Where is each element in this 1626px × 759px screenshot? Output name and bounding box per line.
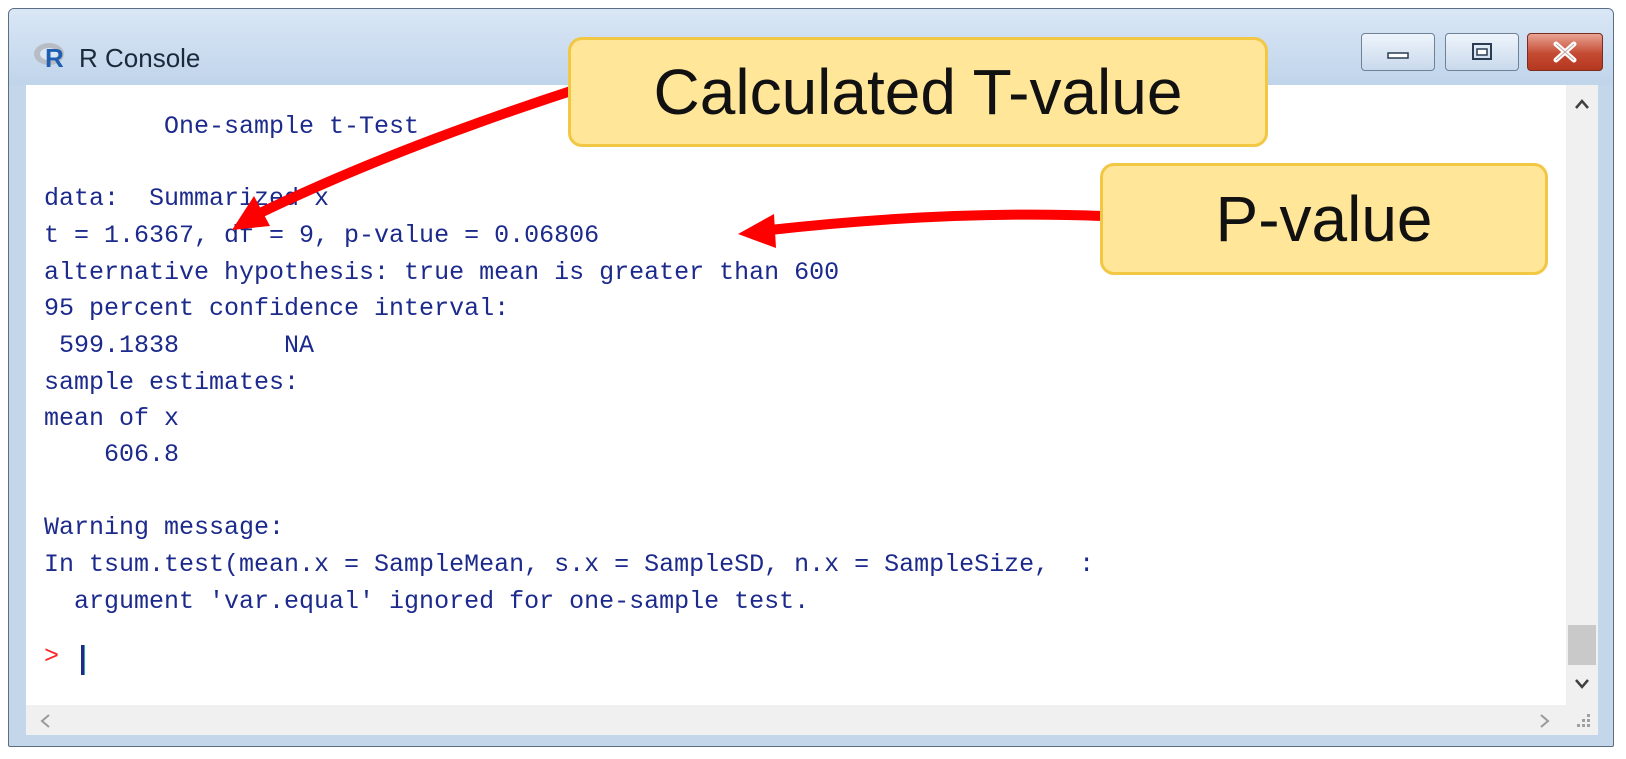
resize-grip-icon — [1577, 714, 1590, 727]
chevron-down-icon[interactable] — [1573, 677, 1591, 691]
p-value-arrow — [738, 209, 1107, 248]
console-line: 606.8 — [44, 440, 180, 469]
vertical-scrollbar[interactable] — [1566, 85, 1598, 705]
text-cursor — [81, 645, 85, 675]
console-line: One-sample t-Test — [44, 112, 420, 141]
console-line: 599.1838 NA — [44, 331, 315, 360]
console-line: alternative hypothesis: true mean is gre… — [44, 258, 840, 287]
horizontal-scrollbar[interactable] — [26, 705, 1566, 735]
r-logo-icon: R — [34, 43, 64, 71]
console-line: t = 1.6367, df = 9, p-value = 0.06806 — [44, 221, 600, 250]
console-line: mean of x — [44, 404, 180, 433]
svg-text:R: R — [45, 43, 64, 71]
maximize-button[interactable] — [1445, 33, 1519, 71]
p-value-callout: P-value — [1100, 163, 1548, 275]
maximize-icon — [1472, 43, 1492, 60]
t-value-arrow — [232, 85, 579, 230]
console-output[interactable]: One-sample t-Test data: Summarized x t =… — [26, 85, 1566, 705]
vertical-scroll-thumb[interactable] — [1568, 625, 1596, 665]
console-line: sample estimates: — [44, 368, 300, 397]
window-title: R Console — [79, 43, 201, 73]
console-line: Warning message: — [44, 513, 285, 542]
console-line: 95 percent confidence interval: — [44, 294, 510, 323]
minimize-button[interactable] — [1361, 33, 1435, 71]
close-button[interactable] — [1527, 33, 1603, 71]
chevron-right-icon[interactable] — [1538, 712, 1552, 730]
console-line: In tsum.test(mean.x = SampleMean, s.x = … — [44, 550, 1095, 579]
console-line: argument 'var.equal' ignored for one-sam… — [44, 587, 810, 616]
chevron-left-icon[interactable] — [38, 712, 52, 730]
t-value-callout: Calculated T-value — [568, 37, 1268, 147]
chevron-up-icon[interactable] — [1573, 97, 1591, 111]
console-prompt: > — [44, 642, 60, 671]
minimize-icon — [1387, 52, 1409, 59]
resize-grip[interactable] — [1566, 705, 1598, 735]
close-icon — [1553, 41, 1577, 63]
